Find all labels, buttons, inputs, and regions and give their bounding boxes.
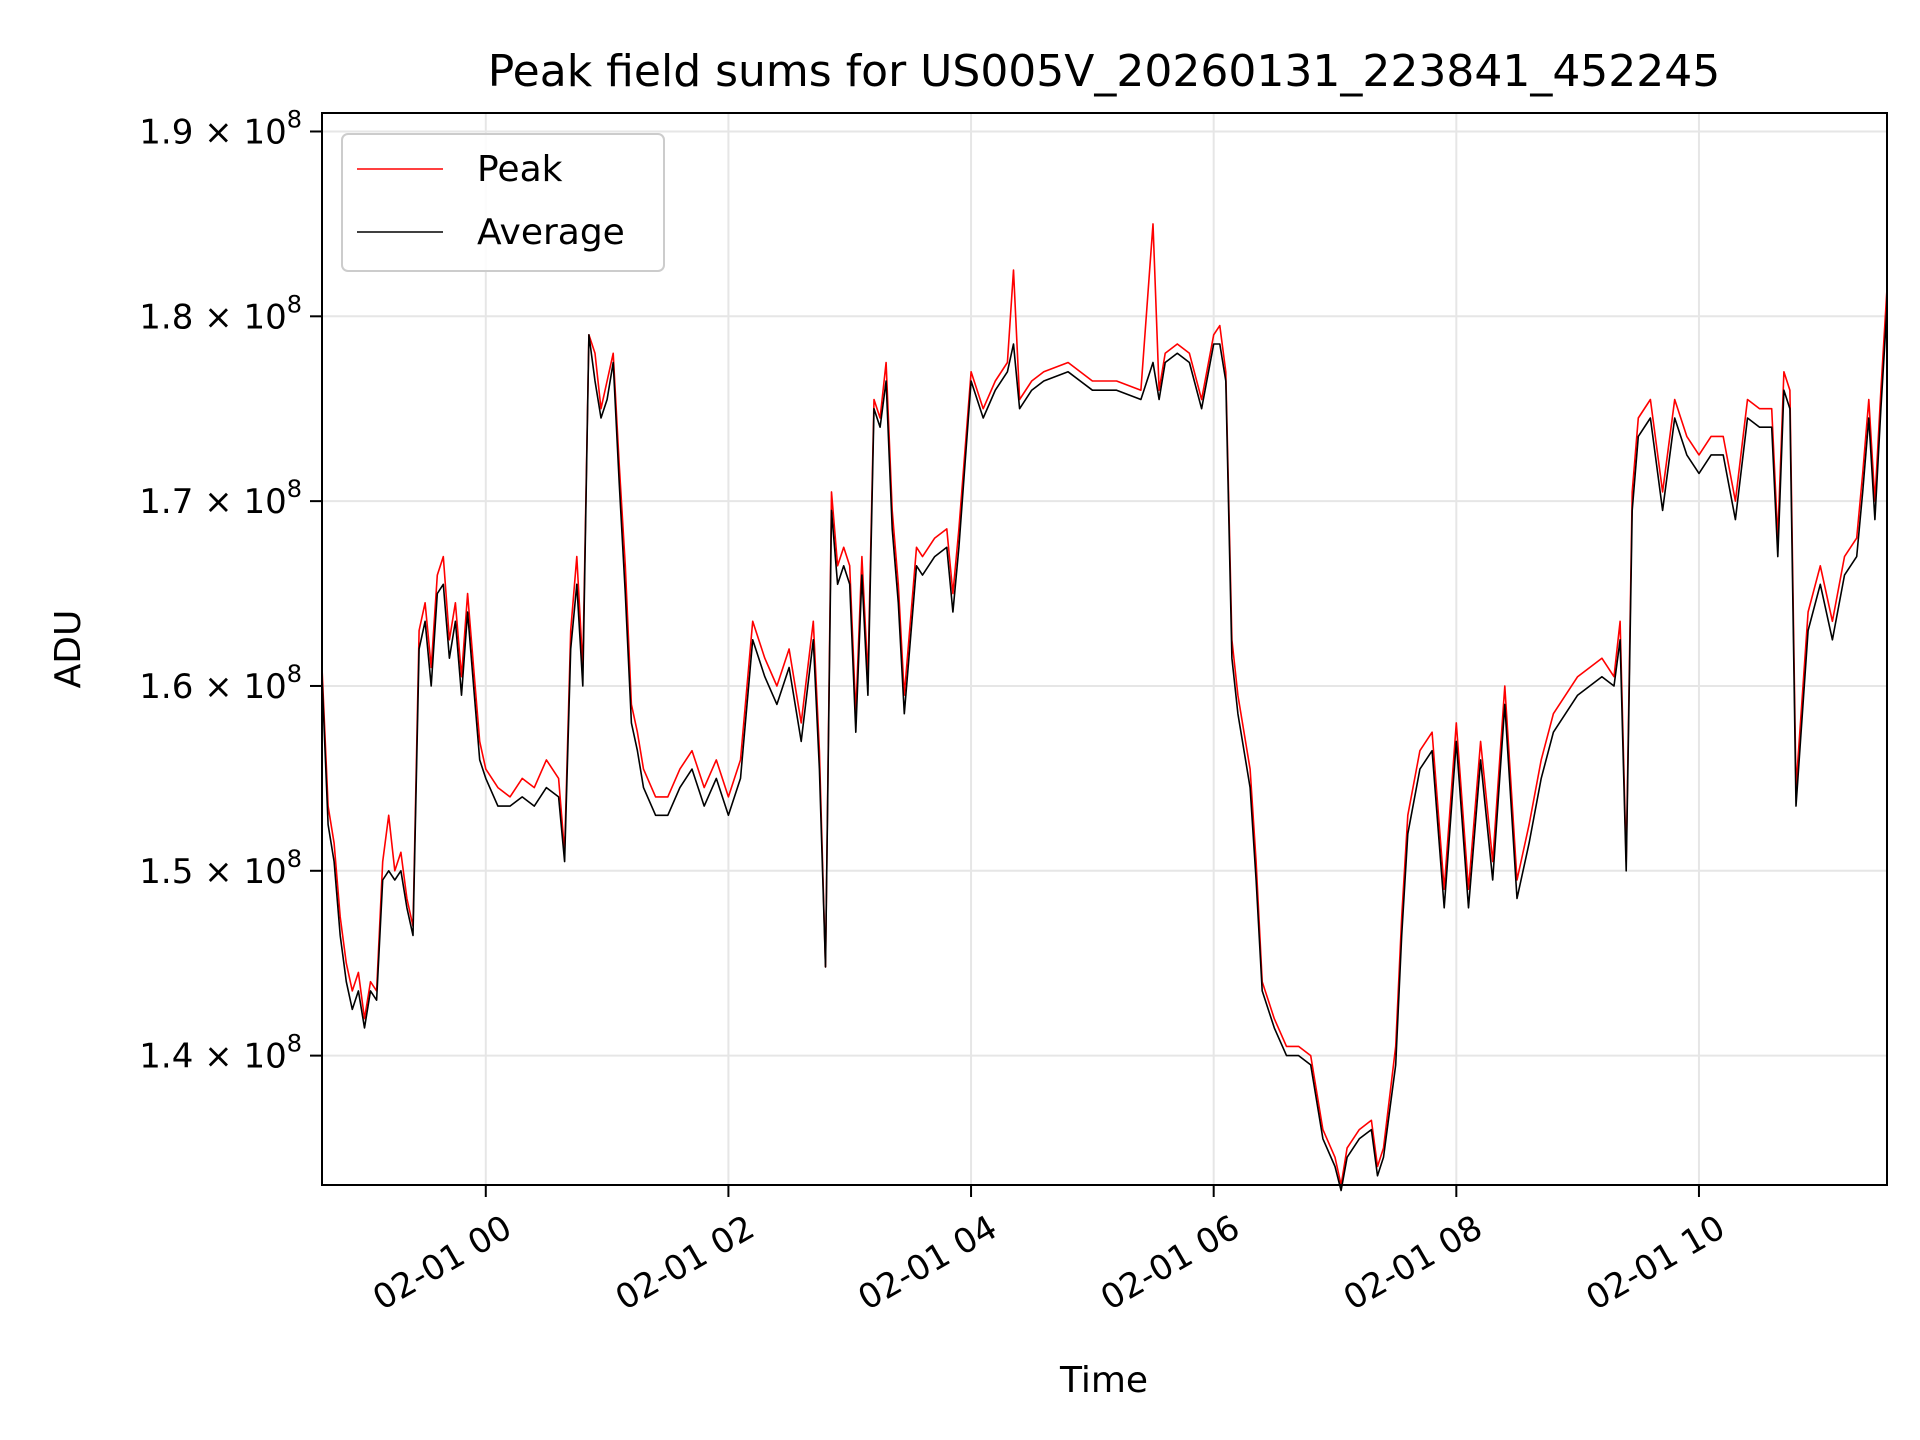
y-tick-label: 1.8 × 108 xyxy=(139,290,302,337)
y-tick-label: 1.6 × 108 xyxy=(139,660,302,707)
y-axis-label: ADU xyxy=(48,610,89,689)
average-series-line xyxy=(321,307,1888,1192)
plot-frame xyxy=(321,112,1888,1186)
y-tick-label: 1.9 × 108 xyxy=(139,105,302,152)
legend: Peak Average xyxy=(341,133,665,272)
peak-series-line xyxy=(321,223,1888,1186)
plot-lines xyxy=(321,223,1888,1192)
legend-label-average: Average xyxy=(477,212,625,253)
y-tick-label: 1.4 × 108 xyxy=(139,1030,302,1077)
y-tick-label: 1.7 × 108 xyxy=(139,475,302,522)
x-axis-label: Time xyxy=(1059,1360,1148,1401)
chart-title: Peak field sums for US005V_20260131_2238… xyxy=(488,46,1721,97)
legend-label-peak: Peak xyxy=(477,149,563,190)
y-axis-ticks: 1.4 × 108 1.5 × 108 1.6 × 108 1.7 × 108 1.8 … xyxy=(139,105,322,1077)
y-tick-label: 1.5 × 108 xyxy=(139,845,302,892)
